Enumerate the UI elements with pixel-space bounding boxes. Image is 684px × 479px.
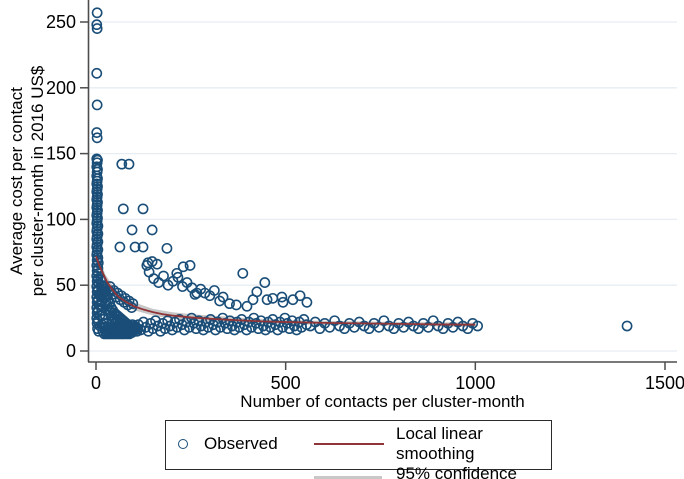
- legend: Observed Local linear smoothing 95% conf…: [165, 420, 552, 479]
- svg-text:0: 0: [91, 373, 101, 393]
- smoothing-line-icon: [314, 443, 384, 445]
- svg-text:250: 250: [46, 12, 76, 32]
- legend-empty-cell-2: [204, 464, 314, 479]
- svg-text:200: 200: [46, 78, 76, 98]
- legend-smoothing-label: Local linear smoothing: [396, 424, 483, 463]
- legend-observed-marker: [178, 424, 204, 464]
- svg-text:50: 50: [56, 275, 76, 295]
- legend-observed-label: Observed: [204, 434, 278, 453]
- svg-text:1000: 1000: [455, 373, 495, 393]
- observed-circle-icon: [178, 439, 188, 449]
- y-axis-title-line2: per cluster-month in 2016 US$: [28, 65, 47, 297]
- plot-svg: 0 50 100 150 200 250 0 500 1000 1500: [46, 0, 684, 393]
- y-axis-title-line1: Average cost per contact: [7, 87, 26, 275]
- svg-text:1500: 1500: [645, 373, 684, 393]
- confidence-band-icon: [314, 475, 382, 479]
- svg-text:150: 150: [46, 144, 76, 164]
- legend-line-swatch: [314, 424, 396, 464]
- legend-band-label: 95% confidence bands: [396, 464, 517, 479]
- svg-text:500: 500: [271, 373, 301, 393]
- y-axis-title: Average cost per contact per cluster-mon…: [6, 66, 48, 297]
- legend-empty-cell-1: [178, 464, 204, 479]
- legend-band-swatch: [314, 464, 396, 479]
- svg-text:0: 0: [66, 341, 76, 361]
- svg-text:100: 100: [46, 209, 76, 229]
- x-axis-title: Number of contacts per cluster-month: [240, 392, 525, 411]
